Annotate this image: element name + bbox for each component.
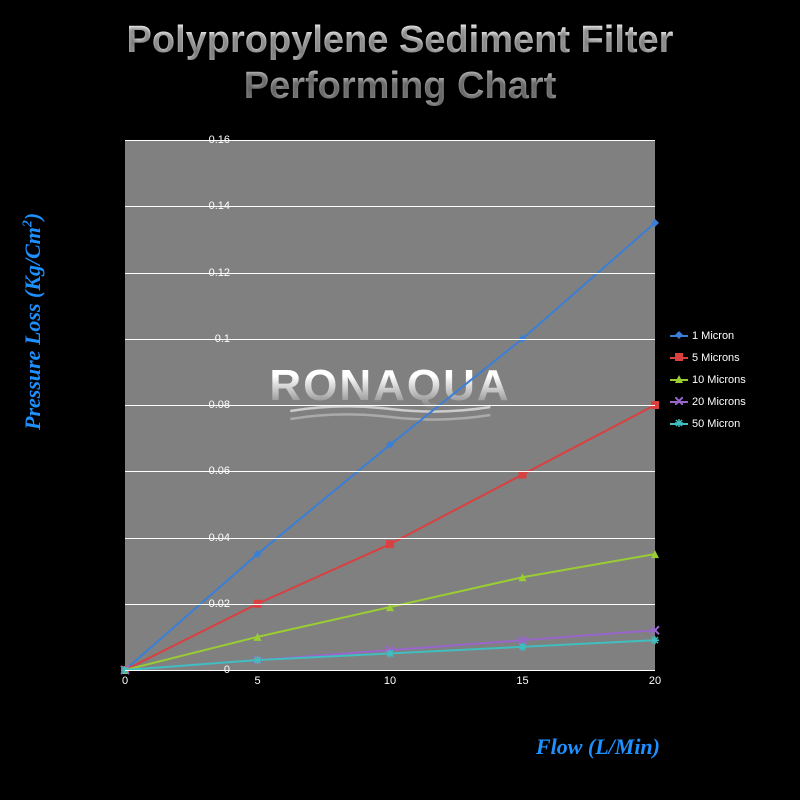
legend-swatch bbox=[670, 335, 688, 337]
x-tick-label: 15 bbox=[516, 675, 528, 687]
gridline bbox=[125, 670, 655, 671]
legend-item: 10 Microns bbox=[670, 374, 770, 386]
y-tick-label: 0.1 bbox=[215, 333, 230, 345]
x-tick-label: 20 bbox=[649, 675, 661, 687]
legend-label: 1 Micron bbox=[692, 330, 734, 342]
plot-area: RONAQUA bbox=[125, 140, 655, 670]
legend-swatch bbox=[670, 423, 688, 425]
legend-item: 20 Microns bbox=[670, 396, 770, 408]
y-tick-label: 0.06 bbox=[209, 465, 230, 477]
legend-swatch bbox=[670, 401, 688, 403]
title-line-2: Performing Chart bbox=[0, 64, 800, 110]
series-marker bbox=[386, 649, 394, 657]
gridline bbox=[125, 273, 655, 274]
gridline bbox=[125, 140, 655, 141]
y-axis-label: Pressure Loss (Kg/Cm2) bbox=[20, 213, 46, 430]
gridline bbox=[125, 604, 655, 605]
legend-label: 20 Microns bbox=[692, 396, 746, 408]
series-marker bbox=[386, 540, 394, 548]
y-tick-label: 0.02 bbox=[209, 598, 230, 610]
series-marker bbox=[519, 643, 527, 651]
y-tick-label: 0.16 bbox=[209, 134, 230, 146]
gridline bbox=[125, 405, 655, 406]
series-marker bbox=[254, 656, 262, 664]
x-axis-label: Flow (L/Min) bbox=[536, 734, 660, 760]
y-tick-label: 0 bbox=[224, 664, 230, 676]
x-tick-label: 5 bbox=[254, 675, 260, 687]
legend-label: 5 Microns bbox=[692, 352, 740, 364]
y-tick-label: 0.14 bbox=[209, 200, 230, 212]
legend-item: 50 Micron bbox=[670, 418, 770, 430]
y-tick-label: 0.04 bbox=[209, 532, 230, 544]
chart-title: Polypropylene Sediment Filter Performing… bbox=[0, 0, 800, 109]
gridline bbox=[125, 206, 655, 207]
gridline bbox=[125, 538, 655, 539]
legend: 1 Micron 5 Microns 10 Microns 20 Microns 50 … bbox=[670, 330, 770, 440]
x-tick-label: 0 bbox=[122, 675, 128, 687]
legend-swatch bbox=[670, 379, 688, 381]
y-tick-label: 0.08 bbox=[209, 399, 230, 411]
y-tick-label: 0.12 bbox=[209, 267, 230, 279]
gridline bbox=[125, 339, 655, 340]
legend-label: 10 Microns bbox=[692, 374, 746, 386]
x-tick-label: 10 bbox=[384, 675, 396, 687]
series-marker bbox=[651, 636, 659, 644]
title-line-1: Polypropylene Sediment Filter bbox=[0, 18, 800, 64]
gridline bbox=[125, 471, 655, 472]
legend-label: 50 Micron bbox=[692, 418, 740, 430]
legend-swatch bbox=[670, 357, 688, 359]
chart-container: RONAQUA 1 Micron 5 Microns 10 Microns 20 Mi… bbox=[70, 130, 770, 710]
legend-item: 1 Micron bbox=[670, 330, 770, 342]
legend-item: 5 Microns bbox=[670, 352, 770, 364]
